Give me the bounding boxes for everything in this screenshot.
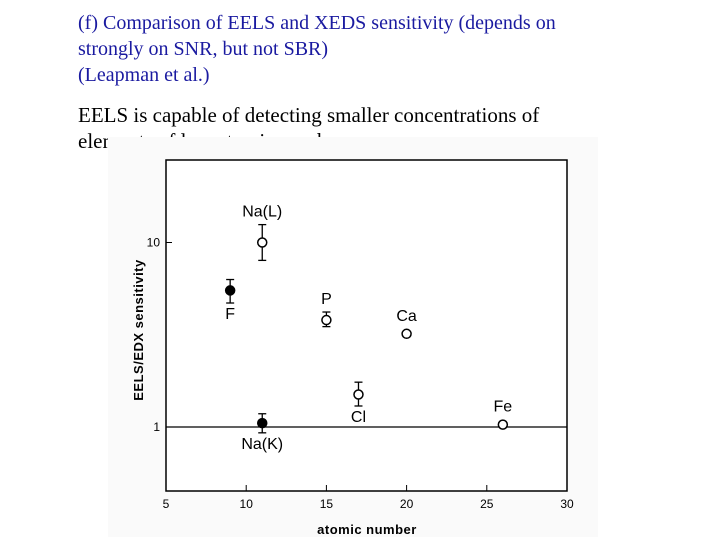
data-point-na-k: Na(K) xyxy=(241,413,283,453)
plot-frame xyxy=(165,159,568,492)
x-tick-label: 5 xyxy=(163,497,170,511)
point-label: P xyxy=(321,291,332,308)
x-axis-label: atomic number xyxy=(317,522,417,537)
heading-line-3: (Leapman et al.) xyxy=(78,64,210,86)
heading-line-2: strongly on SNR, but not SBR) xyxy=(78,38,329,60)
x-tick-label: 25 xyxy=(480,497,494,511)
slide-heading: (f) Comparison of EELS and XEDS sensitiv… xyxy=(78,10,708,88)
point-label: Na(K) xyxy=(241,436,283,453)
point-marker xyxy=(401,328,412,340)
data-point-f: F xyxy=(224,278,236,323)
x-tick-label: 20 xyxy=(400,497,414,511)
y-tick-label: 1 xyxy=(153,420,160,434)
data-point-fe: Fe xyxy=(494,399,513,430)
heading-line-1: (f) Comparison of EELS and XEDS sensitiv… xyxy=(78,12,556,34)
point-marker xyxy=(321,314,332,326)
point-marker xyxy=(256,417,268,429)
point-marker xyxy=(497,419,509,430)
data-point-p: P xyxy=(321,291,332,328)
point-label: F xyxy=(225,306,235,323)
point-label: Fe xyxy=(494,399,513,416)
point-label: Ca xyxy=(396,308,417,325)
y-axis-label: EELS/EDX sensitivity xyxy=(131,259,146,401)
x-tick-label: 10 xyxy=(240,497,254,511)
point-marker xyxy=(224,285,236,296)
data-point-ca: Ca xyxy=(396,308,417,340)
y-tick-label: 10 xyxy=(147,236,161,250)
x-tick-label: 15 xyxy=(320,497,334,511)
point-label: Na(L) xyxy=(242,204,282,221)
x-tick-label: 30 xyxy=(560,497,574,511)
body-line-1: EELS is capable of detecting smaller con… xyxy=(78,103,540,127)
point-marker xyxy=(353,389,364,400)
point-label: Cl xyxy=(351,409,366,426)
point-marker xyxy=(256,237,268,248)
data-point-cl: Cl xyxy=(351,381,366,426)
data-point-na-l: Na(L) xyxy=(242,204,282,262)
